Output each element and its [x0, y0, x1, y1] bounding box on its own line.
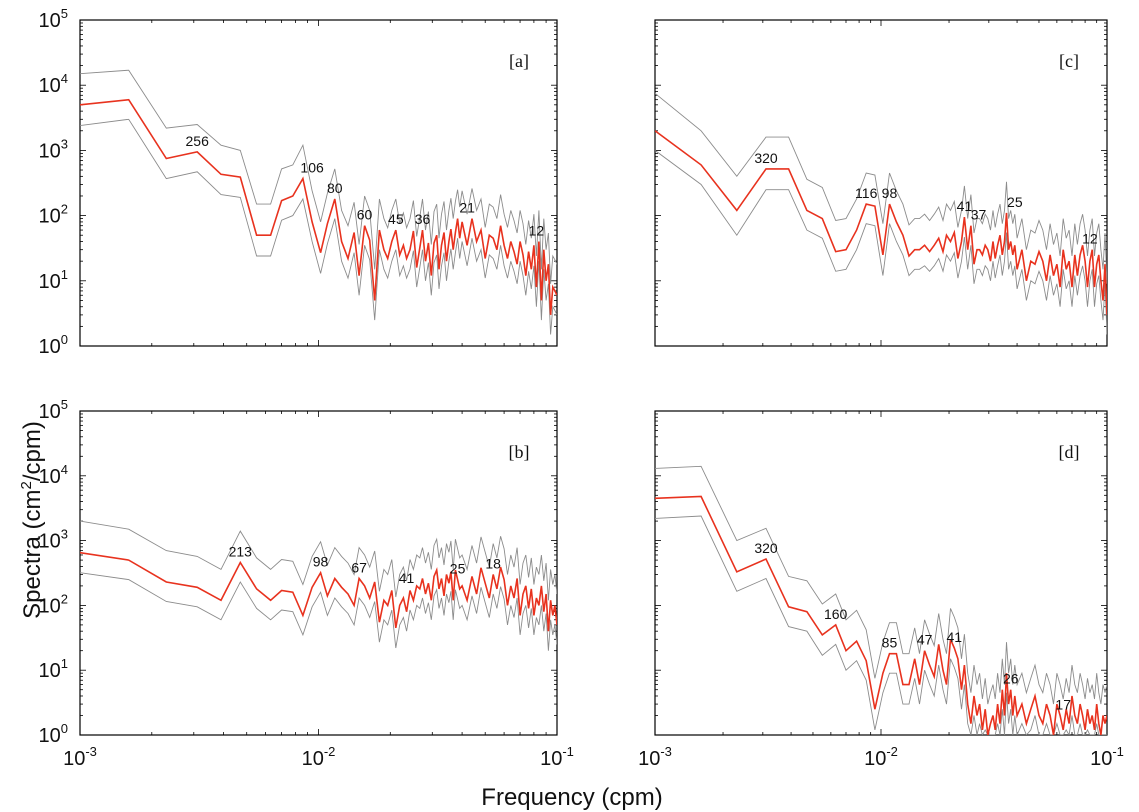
panel-b-estimate-line: [80, 551, 557, 632]
panel-b-y-tick-label: 100: [39, 721, 68, 747]
x-axis-title: Frequency (cpm): [481, 784, 662, 811]
panel-c-peak-label: 320: [754, 150, 778, 166]
panel-d-peak-label: 17: [1055, 696, 1071, 712]
panel-a-lower-bound-line: [80, 118, 557, 335]
panel-b-lower-bound-line: [80, 572, 557, 651]
panel-b-peak-label: 98: [313, 554, 329, 570]
panel-d: 10-3 10-2 10-1 320 160 85 47 41 26 17 [d]: [638, 410, 1124, 770]
panel-d-peak-label: 160: [824, 606, 848, 622]
panel-c-peak-label: 12: [1082, 231, 1098, 247]
panel-b-y-tick-label: 103: [39, 527, 68, 553]
panel-a-frame: [79, 19, 558, 347]
panel-c-lower-bound-line: [655, 150, 1107, 335]
panel-b-y-tick-label: 101: [39, 656, 68, 682]
panel-a-series: [80, 69, 557, 335]
panel-c-peak-label: 37: [971, 207, 987, 223]
panel-b-ticks: [79, 411, 557, 736]
panel-d-peak-label: 85: [882, 635, 898, 651]
panel-c-peak-label: 41: [957, 198, 973, 214]
panel-d-peak-label: 26: [1003, 671, 1019, 687]
y-axis-title: Spectra (cm2/cpm): [18, 421, 46, 619]
panel-b-upper-bound-line: [80, 520, 557, 601]
panel-d-series: [655, 465, 1107, 735]
panel-a-peak-label: 45: [388, 211, 404, 227]
panel-b-x-tick-label: 10-3: [63, 744, 97, 770]
panel-b-peak-label: 25: [450, 561, 466, 577]
panel-d-peak-label: 41: [946, 629, 962, 645]
panel-c-series: [655, 92, 1107, 335]
panel-d-x-tick-label: 10-3: [638, 744, 672, 770]
panel-a-peak-label: 21: [459, 200, 475, 216]
panel-a-label: [a]: [509, 51, 529, 71]
panel-b: 100 101 102 103 104 105 10-3 10-2 10-1 213 98 67 41 2…: [39, 397, 574, 770]
panel-a-peak-label: 80: [327, 180, 343, 196]
panel-b-x-tick-label: 10-1: [540, 744, 574, 770]
panel-b-x-tick-label: 10-2: [302, 744, 336, 770]
panel-c-upper-bound-line: [655, 92, 1107, 284]
panel-d-x-tick-label: 10-1: [1090, 744, 1124, 770]
panel-a-y-tick-label: 104: [39, 71, 68, 97]
panel-b-peak-label: 213: [229, 543, 253, 559]
panel-d-upper-bound-line: [655, 465, 1107, 705]
panel-c-peak-label: 98: [882, 185, 898, 201]
panel-d-x-tick-label: 10-2: [864, 744, 898, 770]
panel-a-y-tick-label: 103: [39, 136, 68, 162]
panel-c-estimate-line: [655, 130, 1107, 315]
panel-b-peak-label: 67: [351, 560, 367, 576]
panel-d-label: [d]: [1059, 442, 1080, 462]
panel-c-label: [c]: [1059, 51, 1079, 71]
panel-b-y-tick-label: 104: [39, 462, 68, 488]
panel-b-peak-label: 41: [399, 570, 415, 586]
panel-a-peak-label: 36: [415, 211, 431, 227]
panel-d-ticks: [654, 411, 1107, 736]
panel-d-peak-label: 47: [917, 632, 933, 648]
panel-c-peak-label: 25: [1007, 194, 1023, 210]
panel-d-peak-label: 320: [754, 540, 778, 556]
panel-a-peak-label: 256: [186, 133, 210, 149]
panel-b-peak-label: 18: [485, 555, 501, 571]
panel-a-y-tick-label: 105: [39, 6, 68, 32]
y-axis-title-tail: /cpm): [19, 421, 46, 481]
panel-d-lower-bound-line: [655, 515, 1107, 735]
panel-a-estimate-line: [80, 98, 557, 315]
panel-a-peak-label: 106: [300, 160, 324, 176]
panel-a-ticks: [79, 20, 557, 347]
panel-a-upper-bound-line: [80, 69, 557, 284]
panel-c-ticks: [654, 20, 1107, 347]
y-axis-title-sup: 2: [18, 481, 35, 489]
panel-d-frame: [654, 410, 1108, 736]
panel-b-label: [b]: [509, 442, 530, 462]
panel-b-series: [80, 520, 557, 651]
panel-d-estimate-line: [655, 495, 1107, 735]
panel-b-y-tick-label: 102: [39, 591, 68, 617]
panel-a-y-tick-label: 102: [39, 202, 68, 228]
panel-c-peak-label: 116: [855, 185, 878, 201]
panel-b-y-tick-label: 105: [39, 397, 68, 423]
panel-a-peak-label: 60: [357, 207, 373, 223]
panel-c-frame: [654, 19, 1108, 347]
panel-a-y-tick-label: 100: [39, 332, 68, 358]
panel-a-y-tick-label: 101: [39, 267, 68, 293]
y-axis-title-main: Spectra (cm: [19, 489, 46, 618]
panel-a-peak-label: 12: [529, 223, 545, 239]
